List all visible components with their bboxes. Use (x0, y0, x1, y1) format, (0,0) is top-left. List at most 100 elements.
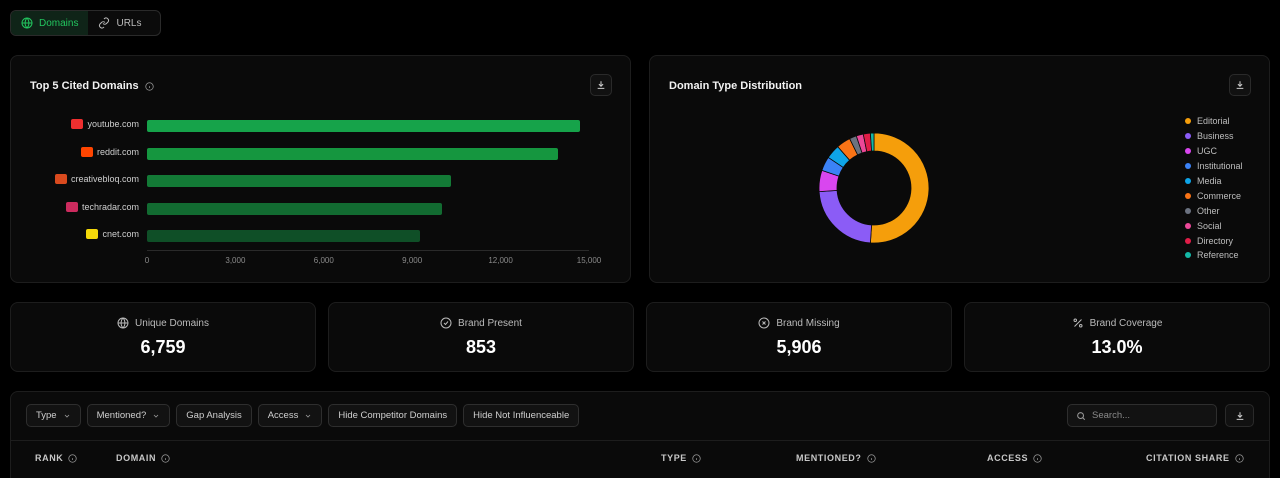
legend-item-media[interactable]: Media (1185, 174, 1243, 189)
access-filter-button[interactable]: Access (257, 404, 323, 427)
top-domains-download-button[interactable] (590, 74, 612, 96)
toggle-urls[interactable]: URLs (88, 11, 151, 35)
type-filter-button[interactable]: Type (26, 404, 81, 427)
table-download-button[interactable] (1225, 404, 1254, 427)
favicon-icon (65, 201, 78, 212)
info-icon (692, 453, 701, 463)
legend-item-editorial[interactable]: Editorial (1185, 114, 1243, 129)
bar-label-youtube-com: youtube.com (9, 119, 139, 129)
search-icon (1077, 411, 1086, 420)
link-icon (99, 17, 110, 29)
legend-label: Reference (1197, 250, 1239, 261)
x-axis-line (147, 250, 589, 251)
type-filter-label: Type (36, 410, 57, 421)
hide-not-influenceable-button[interactable]: Hide Not Influenceable (463, 404, 580, 427)
x-tick-label: 15,000 (576, 256, 602, 265)
top-domains-title-text: Top 5 Cited Domains (30, 80, 139, 92)
stat-unique-domains: Unique Domains 6,759 (10, 302, 316, 372)
donut-legend: Editorial Business UGC Institutional Media Co… (1185, 114, 1243, 263)
legend-dot (1185, 252, 1191, 259)
chevron-down-icon (153, 414, 159, 418)
info-icon[interactable] (144, 81, 154, 91)
favicon-icon (71, 119, 84, 129)
stat-brand-coverage: Brand Coverage 13.0% (964, 302, 1270, 372)
legend-item-social[interactable]: Social (1185, 218, 1243, 233)
legend-item-ugc[interactable]: UGC (1185, 144, 1243, 159)
x-tick-label: 0 (144, 256, 150, 265)
donut-slice-reference[interactable] (869, 132, 875, 152)
search-input[interactable] (1092, 410, 1202, 421)
stat-brand-missing: Brand Missing 5,906 (646, 302, 952, 372)
legend-dot (1185, 118, 1191, 125)
bar-techradar-com[interactable] (147, 202, 442, 215)
hide-not-influenceable-label: Hide Not Influenceable (473, 410, 570, 421)
download-icon (1236, 81, 1244, 89)
top-domains-title: Top 5 Cited Domains (30, 80, 154, 92)
stat-label: Unique Domains (135, 317, 209, 329)
legend-item-directory[interactable]: Directory (1185, 233, 1243, 248)
legend-item-institutional[interactable]: Institutional (1185, 159, 1243, 174)
hide-competitor-domains-button[interactable]: Hide Competitor Domains (328, 404, 458, 427)
legend-item-business[interactable]: Business (1185, 129, 1243, 144)
hide-competitor-label: Hide Competitor Domains (338, 410, 448, 421)
domain-type-download-button[interactable] (1229, 74, 1251, 96)
th-rank[interactable]: RANK (35, 453, 78, 463)
th-rank-label: RANK (35, 453, 64, 463)
favicon-icon (54, 174, 67, 184)
stat-label: Brand Missing (776, 317, 840, 329)
bar-youtube-com[interactable] (147, 120, 581, 132)
mentioned-filter-button[interactable]: Mentioned? (86, 404, 171, 427)
favicon-icon (86, 229, 99, 239)
legend-item-other[interactable]: Other (1185, 203, 1243, 218)
th-citation-share-label: CITATION SHARE (1146, 453, 1230, 463)
info-icon (68, 453, 78, 463)
legend-item-commerce[interactable]: Commerce (1185, 188, 1243, 203)
stat-value: 13.0% (1091, 337, 1143, 357)
percent-icon (1073, 318, 1083, 328)
th-type[interactable]: TYPE (661, 453, 701, 463)
bar-label-cnet-com: cnet.com (9, 229, 139, 239)
th-mentioned-label: MENTIONED? (796, 453, 862, 463)
bar-creativebloq-com[interactable] (147, 175, 451, 187)
stat-value: 5,906 (776, 337, 822, 357)
legend-label: Other (1197, 205, 1220, 216)
domain-type-card: Domain Type Distribution Editorial Busine… (649, 55, 1270, 283)
x-circle-icon (758, 317, 770, 329)
bar-label-creativebloq-com: creativebloq.com (9, 174, 139, 184)
bar-reddit-com[interactable] (147, 147, 559, 160)
th-access[interactable]: ACCESS (987, 453, 1042, 463)
bar-label-text: reddit.com (96, 146, 139, 157)
bar-cnet-com[interactable] (147, 230, 420, 242)
donut-slice-editorial[interactable] (869, 132, 930, 244)
info-icon (866, 453, 876, 463)
toggle-urls-label: URLs (116, 17, 142, 29)
bar-label-techradar-com: techradar.com (9, 201, 139, 212)
gap-analysis-label: Gap Analysis (186, 410, 242, 421)
legend-dot (1185, 222, 1191, 229)
domain-type-title: Domain Type Distribution (669, 80, 802, 92)
legend-item-reference[interactable]: Reference (1185, 248, 1243, 263)
bar-label-text: cnet.com (102, 229, 139, 239)
domain-type-title-text: Domain Type Distribution (669, 80, 803, 92)
legend-dot (1185, 133, 1191, 140)
toggle-domains-label: Domains (39, 17, 79, 29)
th-domain-label: DOMAIN (116, 453, 157, 463)
legend-dot (1185, 237, 1191, 244)
bar-label-text: techradar.com (81, 201, 139, 212)
legend-dot (1185, 163, 1191, 170)
legend-dot (1185, 207, 1191, 214)
chevron-down-icon (306, 414, 311, 418)
check-circle-icon (440, 317, 452, 329)
info-icon (1234, 453, 1244, 463)
legend-label: Commerce (1197, 190, 1242, 201)
donut-slice-business[interactable] (818, 189, 873, 244)
view-toggle: Domains URLs (10, 10, 161, 36)
gap-analysis-button[interactable]: Gap Analysis (176, 404, 252, 427)
th-domain[interactable]: DOMAIN (116, 453, 170, 463)
th-citation-share[interactable]: CITATION SHARE (1146, 453, 1244, 463)
info-icon (1033, 453, 1042, 463)
x-tick-label: 9,000 (402, 256, 423, 265)
legend-dot (1185, 192, 1191, 199)
th-mentioned[interactable]: MENTIONED? (796, 453, 876, 463)
toggle-domains[interactable]: Domains (11, 11, 89, 35)
